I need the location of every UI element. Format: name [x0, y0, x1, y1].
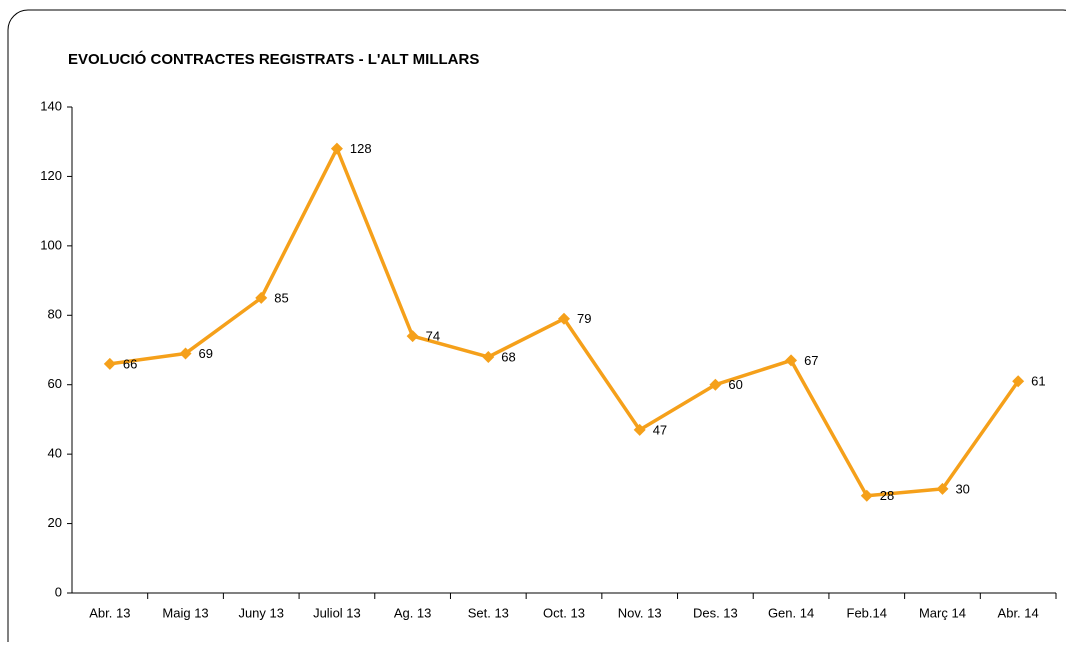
y-tick-label: 0 [55, 584, 62, 599]
marker [633, 423, 646, 436]
x-tick-label: Abr. 13 [89, 605, 130, 620]
x-tick-label: Set. 13 [468, 605, 509, 620]
y-tick-label: 40 [48, 446, 62, 461]
marker [558, 312, 570, 325]
chart-border [7, 9, 1066, 647]
marker [785, 354, 798, 367]
x-tick-label: Feb.14 [847, 605, 887, 620]
marker [936, 482, 949, 495]
y-tick-label: 80 [48, 307, 62, 322]
x-tick-label: Des. 13 [693, 605, 738, 620]
marker [1012, 375, 1025, 388]
x-tick-label: Gen. 14 [768, 605, 814, 620]
data-label: 85 [274, 290, 288, 305]
data-label: 66 [123, 356, 137, 371]
marker [860, 489, 873, 502]
x-tick-label: Maig 13 [162, 605, 208, 620]
data-label: 60 [728, 377, 742, 392]
marker [709, 378, 722, 391]
marker [179, 347, 192, 360]
data-label: 61 [1031, 374, 1045, 389]
marker [255, 291, 268, 304]
marker [103, 357, 116, 370]
x-tick-label: Oct. 13 [543, 605, 585, 620]
x-tick-label: Juny 13 [238, 605, 284, 620]
data-label: 74 [426, 329, 440, 344]
marker [406, 330, 419, 343]
y-tick-label: 140 [40, 98, 62, 113]
data-label: 69 [199, 346, 213, 361]
chart-title: EVOLUCIÓ CONTRACTES REGISTRATS - L'ALT M… [68, 50, 479, 68]
data-label: 30 [955, 481, 969, 496]
x-tick-label: Abr. 14 [998, 605, 1039, 620]
data-label: 128 [350, 141, 372, 156]
marker [482, 350, 495, 363]
data-label: 68 [501, 349, 515, 364]
marker [330, 142, 343, 155]
data-label: 28 [880, 488, 894, 503]
data-label: 47 [653, 422, 667, 437]
x-tick-label: Ag. 13 [394, 605, 432, 620]
data-label: 67 [804, 353, 818, 368]
y-tick-label: 100 [40, 237, 62, 252]
data-label: 79 [577, 311, 591, 326]
x-tick-label: Març 14 [919, 605, 966, 620]
x-tick-label: Juliol 13 [313, 605, 361, 620]
y-tick-label: 20 [48, 515, 62, 530]
y-tick-label: 60 [48, 376, 62, 391]
x-tick-label: Nov. 13 [618, 605, 662, 620]
y-tick-label: 120 [40, 168, 62, 183]
